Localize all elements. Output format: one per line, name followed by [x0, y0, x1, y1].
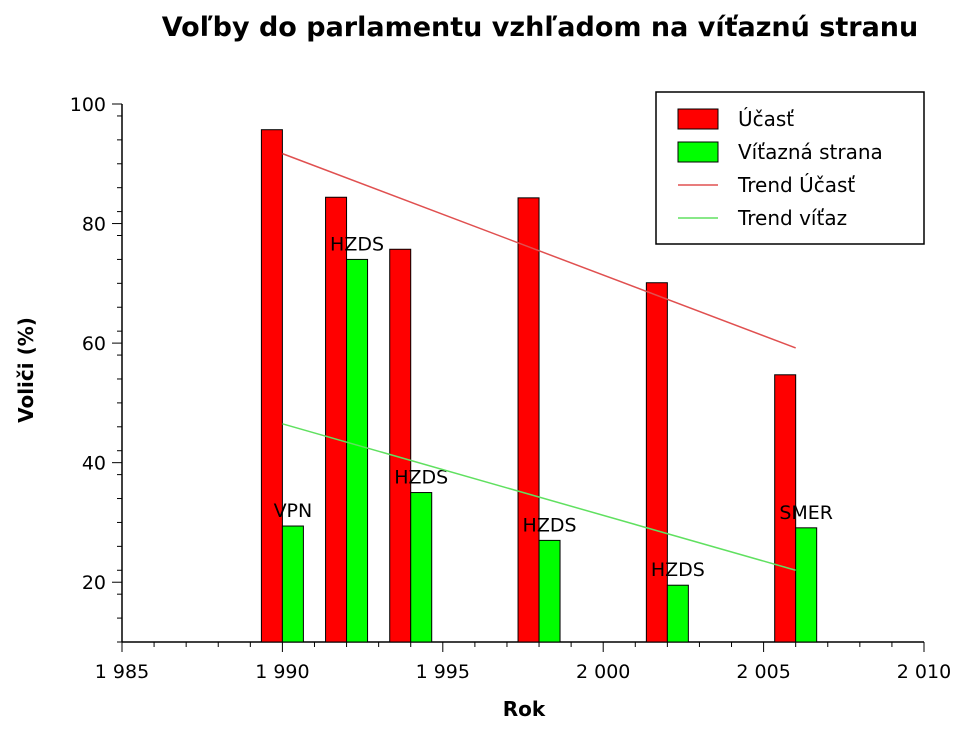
chart-title: Voľby do parlamentu vzhľadom na víťaznú …: [162, 12, 919, 43]
bar-winner: [666, 584, 689, 643]
legend-winner-label: Víťazná strana: [738, 140, 883, 164]
bar-winner: [281, 525, 304, 643]
bar-turnout: [774, 374, 797, 643]
legend-turnout-label: Účasť: [738, 107, 794, 131]
bar-winner: [538, 539, 561, 643]
legend-trend-winner-label: Trend víťaz: [737, 206, 847, 230]
bar-winner: [795, 527, 818, 643]
bar-winner-label: HZDS: [394, 467, 448, 489]
bar-winner-label: HZDS: [330, 233, 384, 255]
legend: Účasť Víťazná strana Trend Účasť Trend víťa…: [655, 91, 925, 245]
bar-winner: [346, 258, 369, 643]
legend-trend-turnout-label: Trend Účasť: [737, 173, 855, 197]
bar-turnout: [517, 197, 540, 643]
plot-area: 1 985 1 990 1 995 2 000 2 005 2 010 20 40 60 80 10…: [70, 94, 951, 683]
y-axis-label: Voliči (%): [14, 317, 38, 423]
y-tick-label: 80: [82, 214, 106, 236]
x-tick-label: 2 005: [736, 661, 790, 683]
x-axis-label: Rok: [503, 697, 546, 721]
bar-winner-label: HZDS: [523, 514, 577, 536]
legend-winner-swatch: [677, 141, 719, 163]
bar-winner-label: VPN: [274, 500, 313, 522]
bar-turnout: [325, 196, 348, 643]
bar-turnout: [645, 282, 668, 643]
x-tick-label: 2 010: [897, 661, 951, 683]
bar-winner: [410, 492, 433, 643]
bar-turnout: [389, 248, 412, 643]
bar-turnout: [260, 129, 283, 643]
y-tick-label: 40: [82, 453, 106, 475]
bar-winner-label: SMER: [779, 502, 833, 524]
x-tick-label: 1 995: [416, 661, 470, 683]
y-tick-label: 60: [82, 333, 106, 355]
bar-winner-label: HZDS: [651, 559, 705, 581]
trend-turnout-line: [282, 152, 796, 349]
x-tick-label: 1 990: [255, 661, 309, 683]
x-tick-label: 2 000: [576, 661, 630, 683]
x-tick-label: 1 985: [95, 661, 149, 683]
legend-turnout-swatch: [677, 108, 719, 130]
trend-winner-line: [282, 423, 796, 571]
y-tick-label: 100: [70, 94, 106, 116]
y-tick-label: 20: [82, 572, 106, 594]
